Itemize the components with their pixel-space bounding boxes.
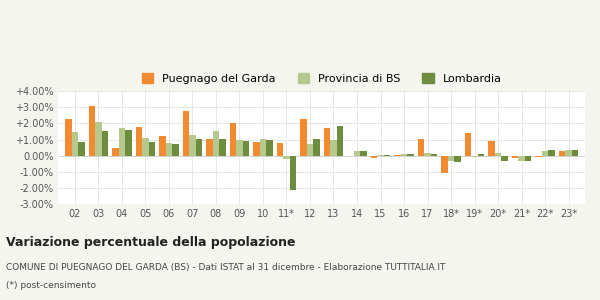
Bar [313,139,320,156]
Bar [142,138,149,156]
Bar [431,154,437,156]
Bar [495,153,502,156]
Bar [196,139,202,156]
Bar [182,111,189,156]
Bar [535,156,542,157]
Bar [125,130,132,156]
Bar [502,156,508,161]
Bar [212,131,219,156]
Bar [518,156,525,161]
Bar [119,128,125,156]
Bar [525,156,532,161]
Bar [78,142,85,156]
Bar [418,139,424,156]
Bar [136,127,142,156]
Bar [236,140,243,156]
Bar [512,156,518,158]
Bar [559,151,565,156]
Bar [300,118,307,156]
Legend: Puegnago del Garda, Provincia di BS, Lombardia: Puegnago del Garda, Provincia di BS, Lom… [137,68,506,88]
Bar [230,123,236,156]
Bar [471,156,478,157]
Bar [394,155,401,156]
Bar [330,140,337,156]
Bar [159,136,166,156]
Bar [323,128,330,156]
Bar [542,151,548,156]
Bar [112,148,119,156]
Bar [277,143,283,156]
Bar [464,133,471,156]
Bar [548,150,555,156]
Bar [401,154,407,156]
Bar [448,156,454,161]
Bar [95,122,102,156]
Bar [260,139,266,156]
Bar [172,144,179,156]
Bar [89,106,95,156]
Bar [65,118,71,156]
Bar [371,156,377,158]
Bar [206,139,212,156]
Bar [189,135,196,156]
Bar [441,156,448,173]
Bar [149,142,155,156]
Bar [71,131,78,156]
Bar [478,154,484,156]
Bar [384,155,391,156]
Bar [266,140,273,156]
Bar [354,151,360,156]
Bar [424,153,431,156]
Bar [253,142,260,156]
Bar [290,156,296,190]
Bar [219,139,226,156]
Bar [337,126,343,156]
Bar [454,156,461,162]
Bar [572,150,578,156]
Bar [377,155,384,156]
Text: (*) post-censimento: (*) post-censimento [6,281,96,290]
Bar [243,141,250,156]
Bar [166,143,172,156]
Bar [565,150,572,156]
Text: COMUNE DI PUEGNAGO DEL GARDA (BS) - Dati ISTAT al 31 dicembre - Elaborazione TUT: COMUNE DI PUEGNAGO DEL GARDA (BS) - Dati… [6,263,445,272]
Bar [307,144,313,156]
Bar [488,141,495,156]
Text: Variazione percentuale della popolazione: Variazione percentuale della popolazione [6,236,296,249]
Bar [407,154,414,156]
Bar [102,131,109,156]
Bar [360,151,367,156]
Bar [283,156,290,159]
